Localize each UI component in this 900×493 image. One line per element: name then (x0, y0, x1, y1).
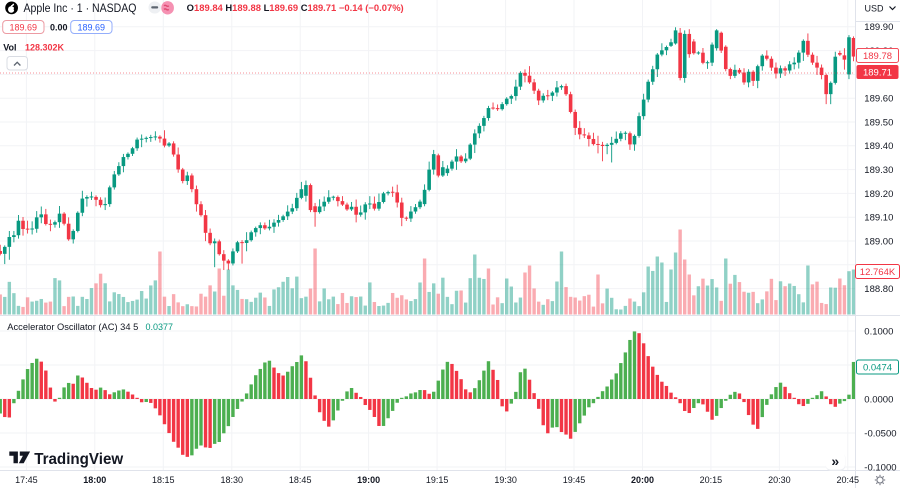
svg-text:19:45: 19:45 (563, 475, 586, 485)
svg-text:Apple Inc · 1 · NASDAQ: Apple Inc · 1 · NASDAQ (24, 3, 137, 15)
svg-text:189.30: 189.30 (864, 165, 893, 176)
svg-text:20:15: 20:15 (700, 475, 723, 485)
svg-text:TradingView: TradingView (34, 451, 124, 468)
svg-text:19:00: 19:00 (357, 475, 380, 485)
svg-text:189.90: 189.90 (864, 22, 893, 33)
svg-text:-0.1000: -0.1000 (864, 462, 896, 473)
svg-text:0.1000: 0.1000 (864, 326, 893, 337)
svg-text:20:00: 20:00 (631, 475, 654, 485)
svg-text:189.69: 189.69 (78, 22, 106, 32)
svg-text:20:30: 20:30 (768, 475, 791, 485)
svg-text:189.20: 189.20 (864, 189, 893, 200)
svg-text:18:45: 18:45 (289, 475, 312, 485)
svg-text:128.302K: 128.302K (25, 43, 65, 53)
svg-text:-0.0500: -0.0500 (864, 428, 896, 439)
svg-text:189.10: 189.10 (864, 213, 893, 224)
svg-text:189.00: 189.00 (864, 236, 893, 247)
svg-text:19:15: 19:15 (426, 475, 449, 485)
svg-text:0.0000: 0.0000 (864, 394, 893, 405)
svg-text:189.69: 189.69 (10, 22, 38, 32)
svg-text:12.764K: 12.764K (860, 267, 896, 278)
svg-text:19:30: 19:30 (494, 475, 517, 485)
svg-text:188.80: 188.80 (864, 284, 893, 295)
svg-text:189.50: 189.50 (864, 117, 893, 128)
svg-text:Accelerator Oscillator (AC) 34: Accelerator Oscillator (AC) 34 5 (7, 322, 138, 332)
svg-text:0.00: 0.00 (50, 22, 68, 32)
svg-text:18:30: 18:30 (221, 475, 244, 485)
svg-text:189.60: 189.60 (864, 94, 893, 105)
svg-text:0.0474: 0.0474 (863, 363, 892, 374)
svg-text:Vol: Vol (3, 43, 16, 53)
svg-text:O189.84 H189.88 L189.69 C189.7: O189.84 H189.88 L189.69 C189.71 −0.14 (−… (187, 3, 404, 13)
svg-text:189.71: 189.71 (863, 68, 892, 79)
svg-text:0.0377: 0.0377 (146, 322, 174, 332)
svg-text:USD: USD (865, 4, 885, 14)
svg-text:18:15: 18:15 (152, 475, 175, 485)
svg-text:189.78: 189.78 (863, 51, 892, 62)
svg-text:17:45: 17:45 (15, 475, 38, 485)
svg-text:»: » (831, 453, 839, 469)
svg-text:18:00: 18:00 (83, 475, 106, 485)
svg-text:20:45: 20:45 (837, 475, 860, 485)
svg-text:189.40: 189.40 (864, 141, 893, 152)
